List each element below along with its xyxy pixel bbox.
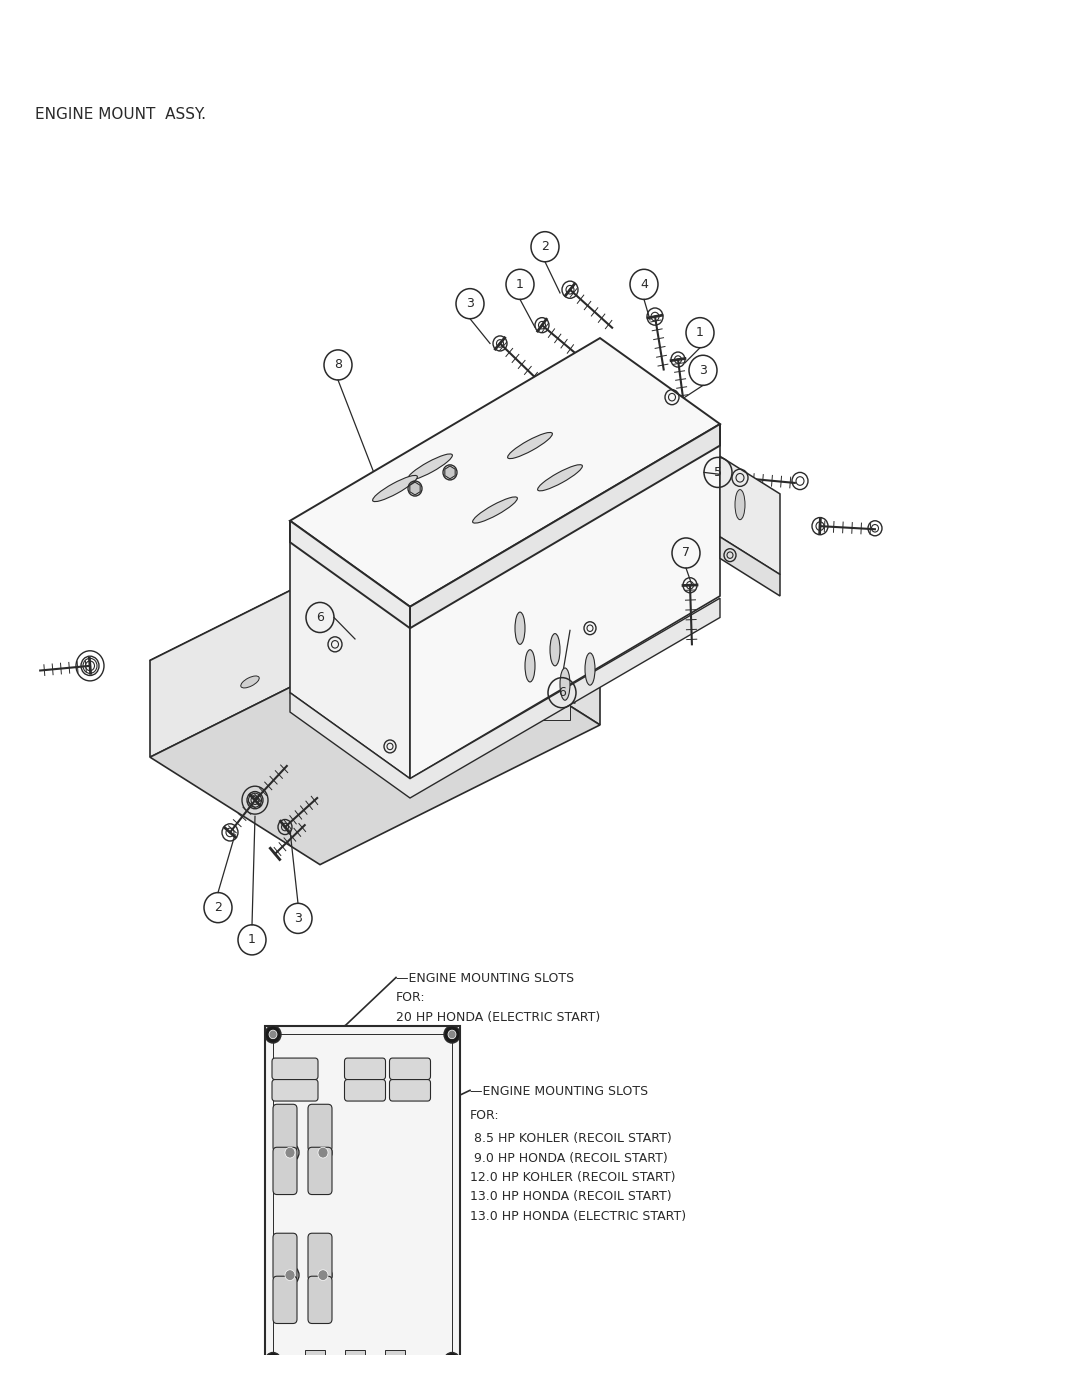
Text: 8: 8 [334,359,342,372]
FancyBboxPatch shape [272,1058,318,1080]
FancyBboxPatch shape [390,1080,431,1101]
Text: 7: 7 [681,546,690,559]
Polygon shape [291,338,720,606]
FancyBboxPatch shape [390,1058,431,1080]
Ellipse shape [473,497,517,522]
Polygon shape [150,617,600,865]
Text: 6: 6 [316,610,324,624]
Text: 1: 1 [697,327,704,339]
FancyBboxPatch shape [273,1234,297,1281]
FancyBboxPatch shape [345,1080,386,1101]
Text: FOR:: FOR: [470,1109,500,1122]
Circle shape [444,1352,460,1369]
Polygon shape [291,521,410,778]
FancyBboxPatch shape [273,1277,297,1323]
Text: 13.0 HP HONDA (RECOIL START): 13.0 HP HONDA (RECOIL START) [470,1190,672,1203]
Bar [265,1025,460,1369]
Bar [384,1351,405,1361]
Text: 20 HP HONDA (ELECTRIC START): 20 HP HONDA (ELECTRIC START) [396,1011,600,1024]
Ellipse shape [525,650,535,682]
Circle shape [269,1356,276,1365]
Polygon shape [410,425,720,629]
Circle shape [318,1270,328,1281]
Ellipse shape [515,612,525,644]
Text: 9.0 HP HONDA (RECOIL START): 9.0 HP HONDA (RECOIL START) [470,1151,667,1165]
Polygon shape [291,598,720,798]
FancyBboxPatch shape [345,1058,386,1080]
Text: 2: 2 [214,901,221,914]
Bar [305,1351,325,1361]
Polygon shape [720,536,780,597]
Polygon shape [291,521,410,629]
Polygon shape [555,676,575,704]
Text: 2: 2 [541,240,549,253]
Text: 4: 4 [640,278,648,291]
Text: 13.0 HP HONDA (ELECTRIC START): 13.0 HP HONDA (ELECTRIC START) [470,1210,686,1222]
Ellipse shape [441,601,459,613]
Circle shape [265,1025,281,1044]
Circle shape [269,1030,276,1039]
Polygon shape [410,425,720,778]
FancyBboxPatch shape [273,1104,297,1151]
FancyBboxPatch shape [308,1147,332,1194]
Text: 3: 3 [294,912,302,925]
FancyBboxPatch shape [273,1147,297,1194]
Circle shape [448,1030,456,1039]
Ellipse shape [561,668,570,700]
Polygon shape [720,457,780,574]
Circle shape [318,1147,328,1158]
Text: 3: 3 [467,298,474,310]
Polygon shape [430,521,600,725]
Text: —ENGINE MOUNTING SLOTS: —ENGINE MOUNTING SLOTS [470,1085,648,1098]
Bar [540,704,570,719]
Text: PAGE 48 — MQ-WHITEMAN FS2/FS2SP  CONCRETE SAW — PARTS & OPERATION MANUAL — REV. : PAGE 48 — MQ-WHITEMAN FS2/FS2SP CONCRETE… [132,1369,948,1383]
FancyBboxPatch shape [308,1277,332,1323]
Polygon shape [445,467,455,479]
Circle shape [444,1025,460,1044]
Bar [345,1351,365,1361]
Ellipse shape [735,489,745,520]
Ellipse shape [538,465,582,490]
Text: 3: 3 [699,363,707,377]
Text: 5: 5 [714,467,723,479]
Text: FS2/FS2SP CONCRETE SAW —  ENGINE MOUNT  ASSY.: FS2/FS2SP CONCRETE SAW — ENGINE MOUNT AS… [147,17,933,42]
Ellipse shape [341,633,360,645]
Text: ENGINE MOUNT  ASSY.: ENGINE MOUNT ASSY. [35,108,206,122]
Text: FOR:: FOR: [396,992,426,1004]
Text: 8.5 HP KOHLER (RECOIL START): 8.5 HP KOHLER (RECOIL START) [470,1132,672,1146]
Ellipse shape [585,652,595,685]
Polygon shape [409,482,420,495]
Polygon shape [150,521,430,757]
Circle shape [285,1147,295,1158]
Text: —ENGINE MOUNTING SLOTS: —ENGINE MOUNTING SLOTS [396,972,575,985]
FancyBboxPatch shape [308,1234,332,1281]
FancyBboxPatch shape [272,1080,318,1101]
Ellipse shape [508,433,552,458]
Circle shape [265,1352,281,1369]
Ellipse shape [241,676,259,687]
Text: 12.0 HP KOHLER (RECOIL START): 12.0 HP KOHLER (RECOIL START) [470,1171,675,1183]
FancyBboxPatch shape [308,1104,332,1151]
Ellipse shape [550,634,561,666]
Text: 1: 1 [516,278,524,291]
Polygon shape [150,521,600,774]
Ellipse shape [407,454,453,481]
Circle shape [285,1270,295,1281]
Text: 1: 1 [248,933,256,946]
Text: 6: 6 [558,686,566,698]
Circle shape [448,1356,456,1365]
Ellipse shape [373,475,417,502]
Bar [273,1034,453,1361]
